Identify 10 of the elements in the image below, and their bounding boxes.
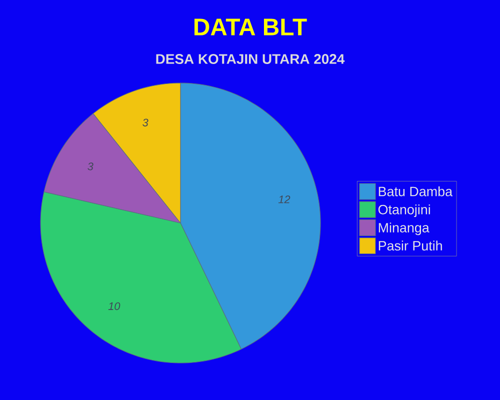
legend-label: Minanga [378,222,430,236]
legend-label: Pasir Putih [378,240,442,251]
legend-label: Otanojini [378,204,430,218]
chart-title: DATA BLT [194,18,307,36]
data-label: 3 [88,162,94,170]
data-label: 12 [278,196,290,204]
data-label: 10 [108,302,120,310]
data-label: 3 [142,118,148,126]
legend-label: Batu Damba [378,186,453,196]
chart-subtitle: DESA KOTAJIN UTARA 2024 [156,54,345,64]
